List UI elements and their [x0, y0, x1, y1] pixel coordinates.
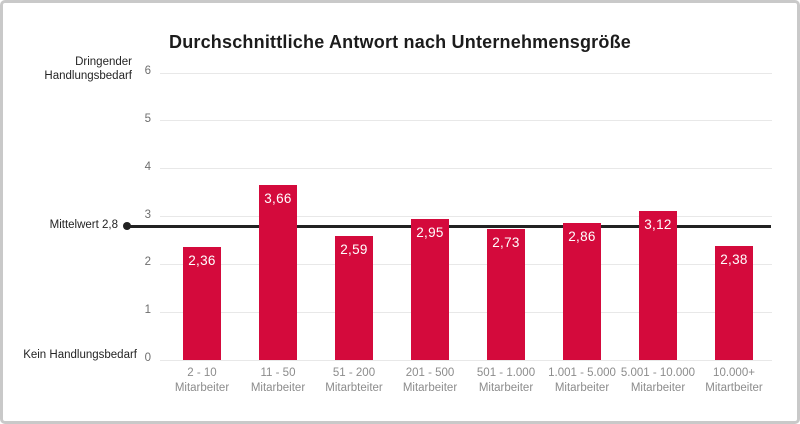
- x-tick-label-line: Mitartbeiter: [705, 381, 763, 394]
- gridline: [160, 120, 772, 122]
- y-tick-label: 5: [144, 112, 151, 125]
- bar-value-label: 2,36: [188, 253, 216, 269]
- bar: 2,73: [487, 229, 525, 360]
- y-axis-top-label: Dringender Handlungsbedarf: [3, 55, 132, 83]
- gridline: [160, 311, 772, 313]
- bar: 2,36: [183, 247, 221, 360]
- x-tick-label-line: 11 - 50: [260, 367, 296, 379]
- bar-value-label: 2,86: [568, 229, 596, 245]
- y-tick-label: 3: [144, 208, 151, 221]
- reference-line: [127, 224, 771, 228]
- x-tick-label-line: Mitarbeiter: [250, 381, 306, 394]
- x-tick-label-line: 501 - 1.000: [476, 367, 536, 379]
- x-tick-label-line: Mitarbeiter: [554, 381, 610, 394]
- x-tick-label-line: 5.001 - 10.000: [620, 367, 696, 379]
- x-tick-label-line: Mitarbeiter: [630, 381, 686, 394]
- x-tick-label: 5.001 - 10.000 Mitarbeiter: [620, 366, 696, 395]
- x-tick-label: 11 - 50 Mitarbeiter: [240, 366, 316, 395]
- x-tick-label-line: Mitarbeiter: [402, 381, 458, 394]
- x-tick-label-line: 1.001 - 5.000: [548, 367, 616, 379]
- y-tick-label: 2: [144, 256, 151, 269]
- gridline: [160, 216, 772, 217]
- gridline: [160, 263, 772, 265]
- bar: 2,38: [715, 246, 753, 360]
- bar-value-label: 3,12: [644, 216, 672, 232]
- x-tick-label-line: 51 - 200: [332, 367, 376, 379]
- x-tick-label-line: 2 - 10: [187, 367, 217, 379]
- x-tick-label-line: Mitarbeiter: [174, 381, 230, 394]
- y-tick-label: 4: [144, 160, 151, 173]
- bar-value-label: 2,59: [340, 242, 368, 258]
- chart-title: Durchschnittliche Antwort nach Unternehm…: [169, 32, 631, 52]
- gridline: [160, 72, 772, 74]
- x-tick-label: 10.000+ Mitartbeiter: [696, 366, 772, 395]
- x-tick-label: 51 - 200 Mitarbteiter: [316, 366, 392, 395]
- bar: 2,95: [411, 218, 449, 360]
- x-tick-label: 201 - 500 Mitarbeiter: [392, 366, 468, 395]
- bar-value-label: 2,73: [492, 235, 520, 251]
- x-tick-label-line: 10.000+: [713, 367, 755, 379]
- bar-value-label: 3,66: [264, 190, 292, 206]
- x-tick-label: 2 - 10 Mitarbeiter: [164, 366, 240, 395]
- x-tick-label-line: 201 - 500: [405, 367, 455, 379]
- plot-area: 0 1 2 3 4 5 6 2,36 2 - 10 Mitarbeiter 3,66 11 - 50 M…: [3, 3, 797, 421]
- y-tick-label: 1: [144, 304, 151, 317]
- y-axis-top-label-line2: Handlungsbedarf: [44, 70, 132, 82]
- x-tick-label: 1.001 - 5.000 Mitarbeiter: [544, 366, 620, 395]
- bar: 2,59: [335, 236, 373, 360]
- gridline: [160, 359, 772, 361]
- y-tick-label: 0: [144, 352, 151, 364]
- y-tick-label: 6: [144, 65, 151, 77]
- y-axis-bottom-label: Kein Handlungsbedarf: [23, 349, 137, 361]
- y-axis-top-label-line1: Dringender: [75, 56, 132, 68]
- x-tick-label: 501 - 1.000 Mitarbeiter: [468, 366, 544, 395]
- x-tick-label-line: Mitarbeiter: [478, 381, 534, 394]
- x-tick-label-line: Mitarbteiter: [325, 381, 383, 394]
- gridline: [160, 168, 772, 170]
- bar: 3,66: [259, 184, 297, 360]
- reference-line-label: Mittelwert 2,8: [49, 219, 118, 232]
- bar: 2,86: [563, 223, 601, 360]
- bar-value-label: 2,38: [720, 252, 748, 268]
- bar: 3,12: [639, 210, 677, 360]
- bar-value-label: 2,95: [416, 224, 444, 240]
